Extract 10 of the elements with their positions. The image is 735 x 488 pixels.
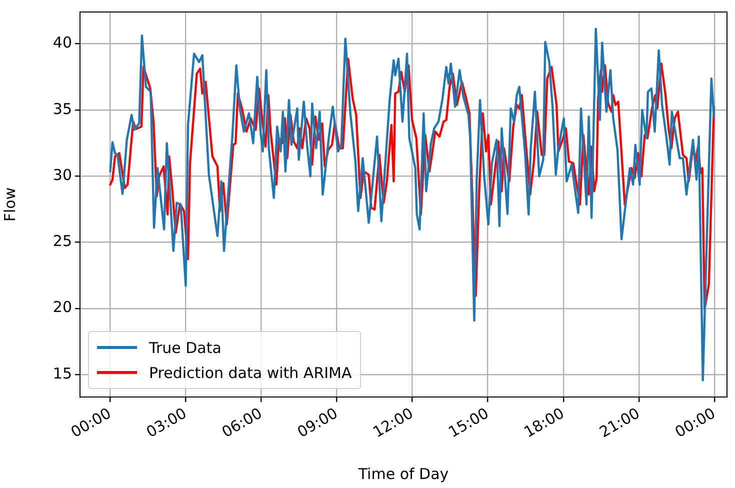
- y-tick-label: 30: [52, 166, 72, 184]
- legend-label: True Data: [149, 338, 222, 356]
- y-tick-label: 40: [52, 34, 72, 52]
- x-axis-title: Time of Day: [357, 464, 449, 483]
- legend-label: Prediction data with ARIMA: [149, 364, 352, 382]
- y-tick-label: 35: [52, 100, 72, 118]
- y-tick-label: 20: [52, 298, 72, 316]
- y-tick-label: 15: [52, 364, 72, 382]
- y-tick-label: 25: [52, 232, 72, 250]
- y-axis-title: Flow: [0, 187, 19, 222]
